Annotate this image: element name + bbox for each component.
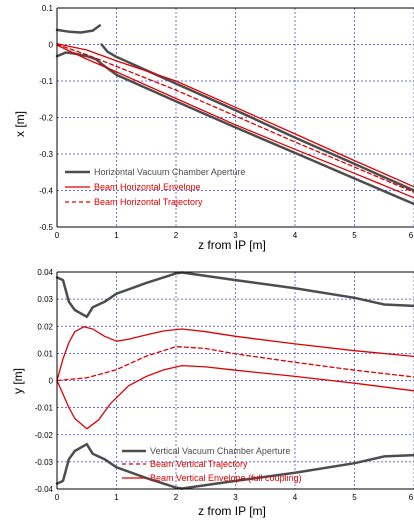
vertical-y-tick-label: -0.03 [35, 458, 54, 467]
vertical-x-tick-label: 3 [233, 493, 238, 502]
vertical-y-tick-label: 0 [49, 377, 54, 386]
horizontal-x-tick-label: 4 [293, 231, 298, 240]
horizontal-series-1-segment-1 [56, 44, 414, 199]
vertical-y-tick-label: 0.01 [37, 349, 53, 358]
horizontal-series-0-segment-0 [55, 24, 102, 34]
horizontal-x-tick-label: 5 [352, 231, 357, 240]
horizontal-y-axis-label: x [m] [13, 111, 27, 137]
vertical-y-tick-label: -0.01 [35, 404, 54, 413]
horizontal-ticks: 0 1 2 3 4 5 6 0.1 0 -0.1 -0.2 -0.3 -0.4 -0.5 [39, 4, 414, 240]
vertical-x-tick-label: 4 [293, 493, 298, 502]
vertical-x-tick-label: 1 [114, 493, 119, 502]
vertical-series-2-segment-0 [56, 326, 414, 382]
vertical-x-axis-label: z from IP [m] [198, 504, 266, 518]
horizontal-x-tick-label: 2 [174, 231, 179, 240]
vertical-y-tick-label: 0.04 [37, 268, 53, 277]
horizontal-y-tick-label: -0.4 [39, 187, 53, 196]
legend-label-vertical-aperture: Vertical Vacuum Chamber Aperture [150, 446, 290, 456]
vertical-curves [55, 271, 414, 490]
horizontal-x-tick-label: 0 [55, 231, 60, 240]
legend-label-horizontal-envelope: Beam Horizontal Envelope [94, 182, 201, 192]
horizontal-curves [55, 24, 414, 206]
legend-label-horizontal-aperture: Horizontal Vacuum Chamber Aperture [94, 167, 245, 177]
legend-label-horizontal-trajectory: Beam Horizontal Trajectory [94, 197, 203, 207]
vertical-y-axis-label: y [m] [11, 368, 25, 394]
vertical-x-tick-label: 0 [55, 493, 60, 502]
horizontal-x-tick-label: 6 [409, 231, 414, 240]
horizontal-grid [57, 8, 414, 227]
horizontal-series-1-segment-0 [56, 43, 414, 188]
vertical-grid [57, 272, 414, 489]
horizontal-y-tick-label: -0.1 [39, 77, 53, 86]
legend-label-vertical-envelope: Beam Vertical Envelope (full coupling) [150, 473, 302, 483]
vertical-y-tick-label: -0.04 [35, 485, 54, 494]
legend-label-vertical-trajectory: Beam Vertical Trajectory [150, 459, 248, 469]
horizontal-y-tick-label: 0 [49, 41, 54, 50]
horizontal-y-tick-label: -0.3 [39, 150, 53, 159]
vertical-y-tick-label: 0.02 [37, 322, 53, 331]
vertical-y-tick-label: 0.03 [37, 295, 53, 304]
vertical-legend: Vertical Vacuum Chamber Aperture Beam Ve… [122, 446, 302, 483]
vertical-series-0-segment-0 [55, 271, 414, 319]
horizontal-x-axis-label: z from IP [m] [198, 238, 266, 252]
vertical-plot: 0 1 2 3 4 5 6 0.04 0.03 0.02 0.01 0 -0.01 -0.02 -0.03 -… [11, 268, 414, 518]
horizontal-x-tick-label: 1 [114, 231, 119, 240]
horizontal-y-tick-label: -0.5 [39, 223, 53, 232]
horizontal-y-tick-label: 0.1 [42, 4, 54, 13]
vertical-series-0-segment-1 [55, 442, 414, 490]
vertical-x-tick-label: 2 [174, 493, 179, 502]
horizontal-plot: 0 1 2 3 4 5 6 0.1 0 -0.1 -0.2 -0.3 -0.4 -0.5 z from I… [13, 4, 414, 252]
horizontal-series-2-segment-0 [56, 43, 414, 193]
vertical-series-2-segment-1 [56, 364, 414, 430]
vertical-y-tick-label: -0.02 [35, 431, 54, 440]
vertical-x-tick-label: 5 [352, 493, 357, 502]
vertical-x-tick-label: 6 [409, 493, 414, 502]
horizontal-y-tick-label: -0.2 [39, 114, 53, 123]
horizontal-x-tick-label: 3 [233, 231, 238, 240]
horizontal-series-0-segment-2 [100, 43, 414, 192]
horizontal-legend: Horizontal Vacuum Chamber Aperture Beam … [65, 167, 245, 207]
vertical-series-1-segment-0 [56, 345, 414, 382]
vertical-ticks: 0 1 2 3 4 5 6 0.04 0.03 0.02 0.01 0 -0.01 -0.02 -0.03 -… [35, 268, 414, 502]
